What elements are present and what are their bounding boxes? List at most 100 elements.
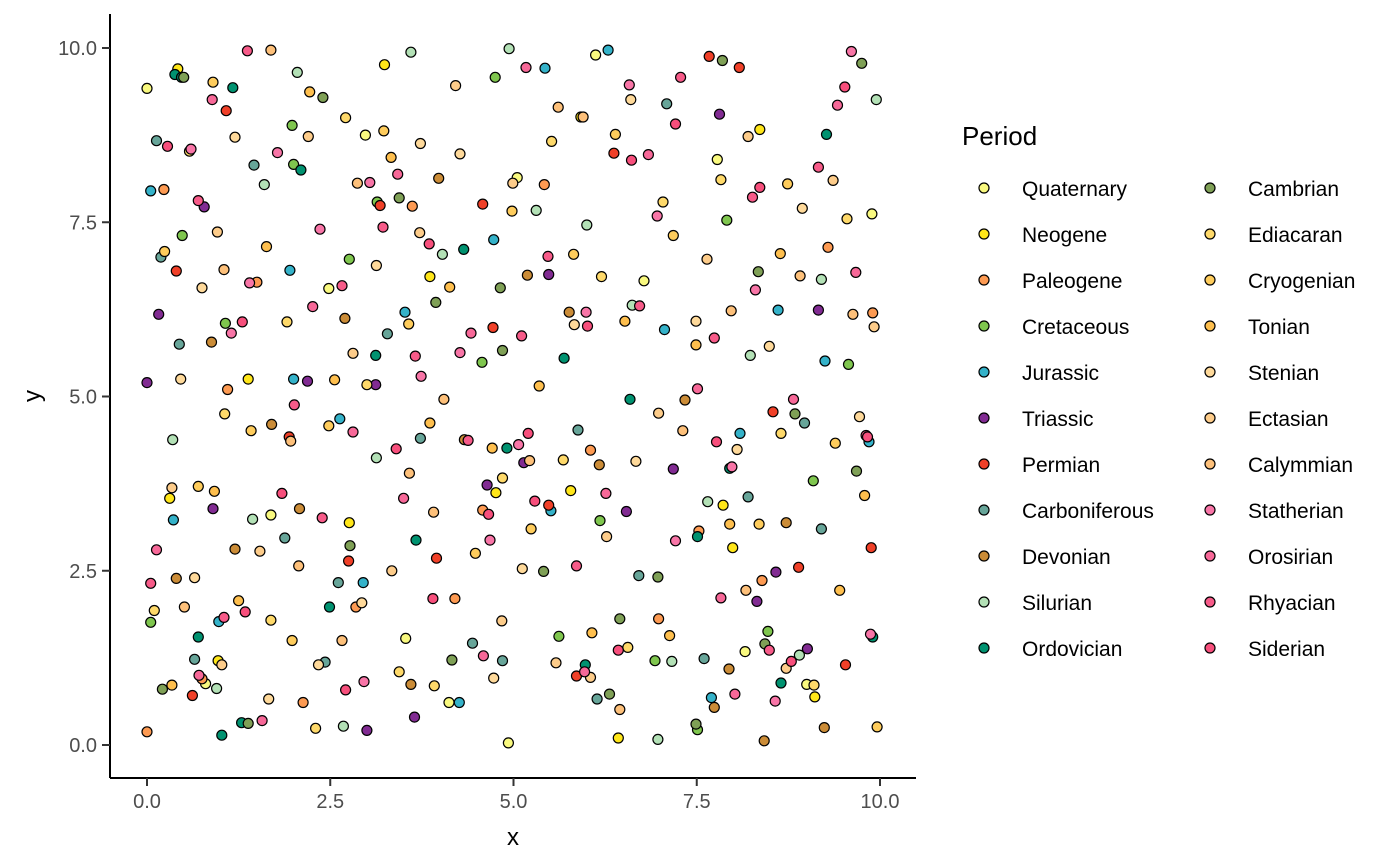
legend-label-triassic: Triassic	[1022, 408, 1094, 431]
point-jurassic-12	[734, 427, 746, 439]
point-cambrian-5	[446, 654, 458, 666]
point-neogene-5	[490, 487, 502, 499]
point-ordovician-15	[370, 349, 382, 361]
point-calymmian-11	[725, 305, 737, 317]
point-cryogenian-4	[323, 420, 335, 432]
points-layer	[141, 43, 883, 749]
point-permian-12	[839, 659, 852, 671]
point-ediacaran-4	[310, 722, 322, 734]
point-triassic-5	[408, 711, 421, 723]
point-siderian-6	[483, 508, 495, 520]
point-devonian-2	[293, 503, 306, 515]
point-neogene-2	[242, 373, 254, 385]
point-orosirian-0	[150, 544, 163, 556]
point-jurassic-18	[357, 576, 369, 589]
point-cambrian-19	[614, 613, 626, 625]
point-rhyacian-15	[409, 350, 421, 362]
point-siderian-8	[581, 320, 594, 332]
point-devonian-9	[723, 663, 735, 675]
legend-label-ordovician: Ordovician	[1022, 638, 1122, 661]
point-ediacaran-10	[622, 641, 634, 654]
point-rhyacian-9	[633, 300, 646, 312]
legend-label-calymmian: Calymmian	[1248, 454, 1353, 477]
point-ordovician-11	[775, 677, 787, 689]
point-tonian-18	[690, 339, 702, 351]
point-cambrian-11	[716, 54, 729, 67]
point-ediacaran-17	[393, 666, 405, 678]
point-ordovician-12	[820, 128, 833, 140]
point-cryogenian-10	[667, 229, 679, 242]
point-paleogene-12	[756, 574, 768, 587]
point-cambrian-12	[752, 266, 764, 278]
point-ectasian-4	[347, 347, 359, 359]
point-jurassic-9	[602, 44, 614, 56]
point-orosirian-14	[193, 669, 205, 681]
point-quaternary-14	[265, 509, 277, 521]
point-stenian-9	[690, 315, 702, 327]
point-ediacaran-15	[281, 316, 293, 328]
point-triassic-1	[153, 308, 165, 320]
point-statherian-1	[225, 327, 237, 339]
point-tonian-4	[385, 151, 397, 163]
point-statherian-8	[580, 306, 592, 318]
legend-label-quaternary: Quaternary	[1022, 178, 1128, 201]
point-orosirian-16	[477, 650, 489, 662]
point-neogene-8	[717, 499, 729, 511]
point-cretaceous-7	[489, 71, 501, 83]
point-cambrian-1	[178, 71, 190, 83]
point-tonian-6	[486, 442, 498, 454]
point-permian-9	[733, 61, 745, 74]
point-silurian-8	[530, 204, 542, 216]
point-jurassic-4	[334, 413, 346, 425]
point-rhyacian-6	[462, 434, 474, 446]
point-carboniferous-6	[466, 637, 479, 649]
point-permian-7	[608, 147, 620, 159]
point-stenian-12	[853, 411, 866, 423]
point-cryogenian-9	[609, 128, 622, 140]
legend-label-stenian: Stenian	[1248, 362, 1319, 385]
point-cretaceous-15	[842, 358, 855, 370]
point-devonian-15	[563, 306, 575, 318]
point-siderian-14	[861, 431, 874, 443]
point-cryogenian-6	[469, 547, 481, 559]
point-rhyacian-3	[288, 399, 300, 411]
point-cambrian-15	[850, 465, 863, 477]
point-triassic-8	[620, 505, 633, 518]
point-calymmian-5	[403, 467, 415, 479]
point-tonian-12	[774, 248, 786, 260]
point-cambrian-6	[494, 282, 506, 294]
point-carboniferous-9	[633, 569, 645, 582]
point-paleogene-14	[867, 307, 879, 319]
point-ediacaran-19	[808, 679, 820, 691]
point-calymmian-2	[265, 44, 277, 56]
point-siderian-18	[612, 644, 624, 656]
point-rhyacian-1	[192, 195, 204, 207]
point-carboniferous-1	[189, 653, 201, 665]
point-devonian-16	[708, 701, 720, 714]
point-carboniferous-3	[279, 532, 291, 544]
point-neogene-0	[164, 492, 176, 504]
legend-swatch-calymmian	[1204, 458, 1216, 470]
point-orosirian-1	[206, 93, 218, 106]
point-ediacaran-7	[496, 472, 509, 484]
point-ediacaran-18	[595, 271, 608, 283]
point-orosirian-19	[831, 99, 844, 111]
point-ordovician-7	[501, 442, 513, 454]
point-calymmian-15	[336, 634, 348, 647]
legend-label-carboniferous: Carboniferous	[1022, 500, 1154, 523]
point-rhyacian-17	[708, 332, 720, 344]
legend-label-orosirian: Orosirian	[1248, 546, 1333, 569]
point-cryogenian-12	[781, 178, 794, 190]
y-tick-label: 10.0	[58, 38, 97, 60]
point-quaternary-13	[323, 282, 335, 295]
point-ectasian-17	[496, 615, 508, 627]
point-triassic-13	[207, 503, 219, 515]
x-axis-ticks: 0.0 2.5 5.0 7.5 10.0	[133, 778, 899, 813]
legend-swatch-neogene	[978, 228, 990, 240]
point-tonian-7	[533, 380, 545, 392]
x-tick-label: 7.5	[683, 791, 711, 813]
point-calymmian-4	[351, 177, 363, 189]
point-cretaceous-1	[176, 229, 188, 242]
point-permian-5	[487, 321, 499, 334]
point-orosirian-5	[392, 168, 404, 180]
